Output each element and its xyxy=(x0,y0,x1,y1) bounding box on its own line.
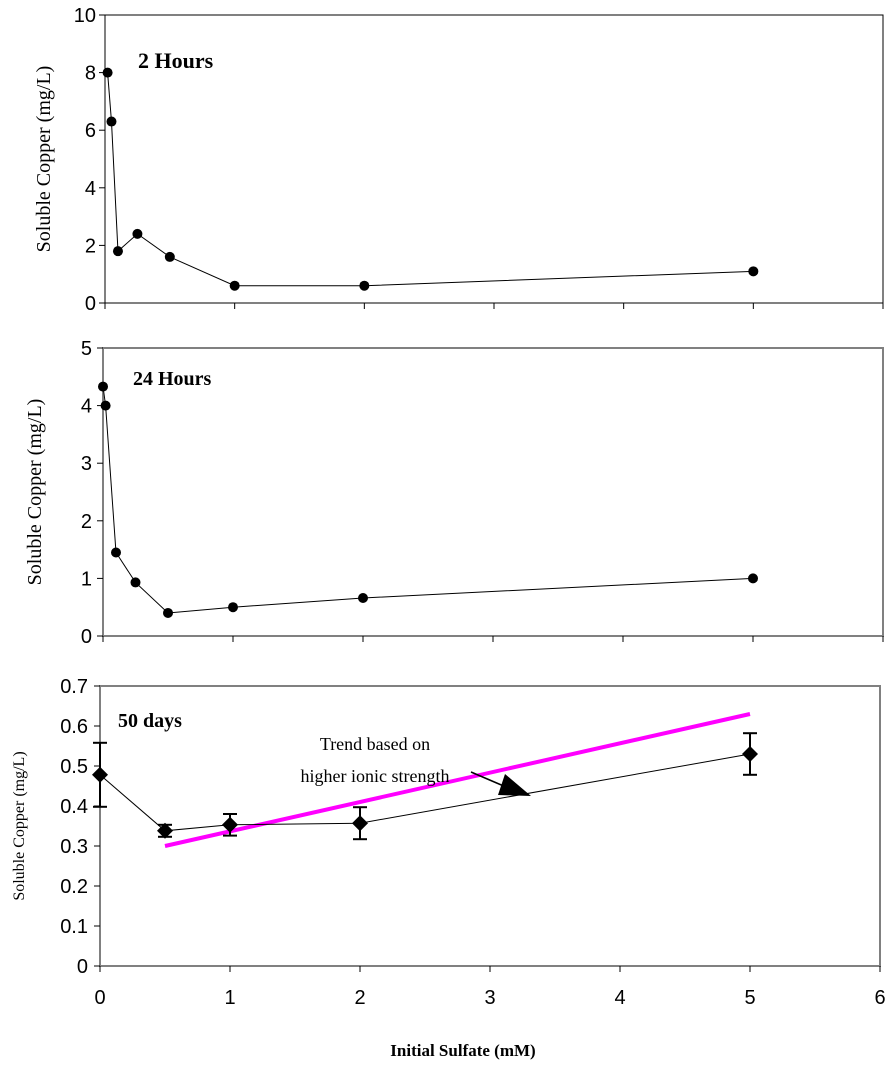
data-point xyxy=(111,547,121,558)
data-point xyxy=(748,573,758,584)
plot-frame xyxy=(104,14,884,304)
x-axis-label: Initial Sulfate (mM) xyxy=(390,1041,535,1060)
series xyxy=(92,732,758,841)
y-ticks-p3: 0 0.1 0.2 0.3 0.4 0.5 0.6 0.7 xyxy=(60,676,100,978)
y-tick-label: 3 xyxy=(81,453,92,475)
x-tick-label: 3 xyxy=(484,987,495,1009)
panel-24-hours: 0 1 2 3 4 5 Soluble Copper (mg/L) 24 Hours xyxy=(24,338,884,648)
y-tick-label: 4 xyxy=(81,396,92,418)
data-point xyxy=(106,116,117,127)
data-point xyxy=(164,251,175,262)
data-point xyxy=(222,816,238,833)
panel-2-hours: 0 2 4 6 8 10 Soluble Copper (mg/L) 2 Hours xyxy=(33,5,884,315)
x-tick-label: 0 xyxy=(94,987,105,1009)
annotation-line-2: higher ionic strength xyxy=(301,766,450,786)
data-point xyxy=(100,400,111,411)
y-tick-label: 4 xyxy=(85,178,96,200)
y-tick-label: 0 xyxy=(77,956,88,978)
x-tick-label: 1 xyxy=(224,987,235,1009)
x-ticks-p2 xyxy=(102,636,884,642)
y-tick-label: 0.3 xyxy=(60,836,88,858)
data-point xyxy=(157,822,173,839)
data-point xyxy=(98,381,108,392)
series xyxy=(98,381,758,618)
annotation-arrow xyxy=(470,771,507,788)
x-tick-label: 6 xyxy=(874,987,885,1009)
panel-50-days: 0 0.1 0.2 0.3 0.4 0.5 0.6 0.7 0 1 2 3 4 5 6 Soluble C… xyxy=(11,676,886,1060)
y-tick-label: 6 xyxy=(85,120,96,142)
data-point xyxy=(229,280,240,291)
y-tick-label: 0.2 xyxy=(60,876,88,898)
panel-title: 50 days xyxy=(118,710,182,732)
y-axis-label: Soluble Copper (mg/L) xyxy=(33,66,55,253)
plot-frame xyxy=(102,347,884,637)
y-tick-label: 8 xyxy=(85,63,96,85)
y-tick-label: 0.5 xyxy=(60,756,88,778)
y-ticks-p1: 0 2 4 6 8 10 xyxy=(74,5,105,315)
data-point xyxy=(102,67,113,78)
panel-title: 24 Hours xyxy=(133,368,212,390)
series-line xyxy=(102,386,754,614)
y-tick-label: 5 xyxy=(81,338,92,360)
annotation-line-1: Trend based on xyxy=(320,734,430,754)
data-point xyxy=(92,766,108,783)
y-tick-label: 0 xyxy=(85,293,96,315)
x-tick-label: 5 xyxy=(744,987,755,1009)
panel-title: 2 Hours xyxy=(138,48,214,73)
data-point xyxy=(163,607,173,618)
annotation-arrowhead xyxy=(498,774,531,796)
y-tick-label: 2 xyxy=(85,235,96,257)
y-tick-label: 0.4 xyxy=(60,796,88,818)
y-tick-label: 0 xyxy=(81,626,92,648)
y-tick-label: 10 xyxy=(74,5,96,27)
y-ticks-p2: 0 1 2 3 4 5 xyxy=(81,338,103,648)
x-ticks-p3: 0 1 2 3 4 5 6 xyxy=(94,966,886,1009)
y-tick-label: 2 xyxy=(81,511,92,533)
y-axis-label: Soluble Copper (mg/L) xyxy=(24,399,46,586)
y-tick-label: 0.7 xyxy=(60,676,88,698)
x-ticks-p1 xyxy=(104,303,884,309)
data-point xyxy=(742,746,758,762)
y-tick-label: 1 xyxy=(81,568,92,590)
data-point xyxy=(748,266,759,277)
y-tick-label: 0.6 xyxy=(60,716,88,738)
data-point xyxy=(352,815,368,832)
series xyxy=(102,67,759,291)
data-point xyxy=(112,246,123,257)
data-point xyxy=(130,577,141,588)
y-tick-label: 0.1 xyxy=(60,916,88,938)
data-point xyxy=(228,602,238,613)
x-tick-label: 2 xyxy=(354,987,365,1009)
data-point xyxy=(132,228,143,239)
data-point xyxy=(359,280,370,291)
x-tick-label: 4 xyxy=(614,987,625,1009)
series-line xyxy=(107,72,754,287)
y-axis-label: Soluble Copper (mg/L) xyxy=(11,751,28,900)
data-point xyxy=(358,592,368,603)
